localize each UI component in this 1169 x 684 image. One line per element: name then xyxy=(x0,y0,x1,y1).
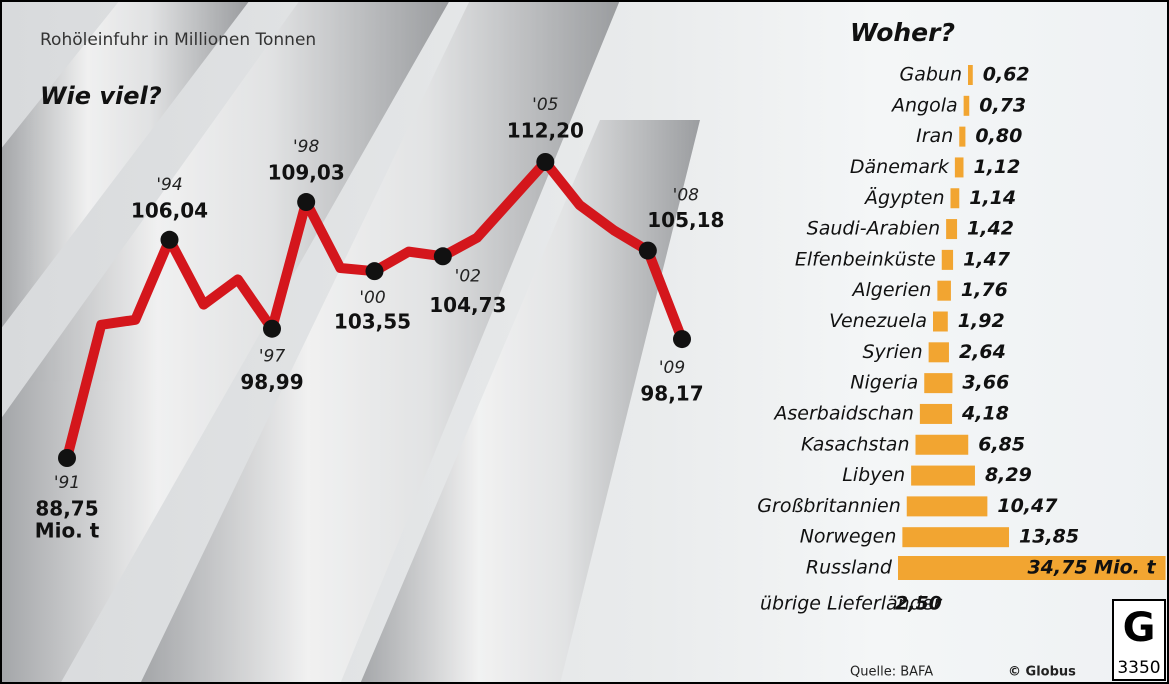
bar-label: Saudi-Arabien xyxy=(807,218,940,240)
bar-value: 1,14 xyxy=(969,187,1016,209)
bar-title: Woher? xyxy=(850,18,955,47)
bar-value: 8,29 xyxy=(985,464,1032,486)
value-label: 104,73 xyxy=(429,293,506,317)
bar-value: 1,47 xyxy=(963,248,1011,270)
bar-label: Kasachstan xyxy=(801,433,910,455)
bar xyxy=(919,403,953,424)
point xyxy=(58,449,76,467)
point xyxy=(638,241,657,260)
logo-box xyxy=(1112,599,1166,681)
point xyxy=(673,330,691,349)
value-label: 109,03 xyxy=(268,161,345,185)
value-label: 106,04 xyxy=(131,198,208,222)
bar xyxy=(946,219,958,240)
bar-value: 0,73 xyxy=(979,94,1026,116)
bar xyxy=(924,373,953,394)
bar-value: 13,85 xyxy=(1019,526,1079,548)
bar xyxy=(954,157,964,178)
year-label: '05 xyxy=(532,95,558,115)
issue-number: 3350 xyxy=(1117,658,1160,678)
bar xyxy=(915,434,969,455)
year-label: '98 xyxy=(293,137,319,157)
bar-label: Großbritannien xyxy=(757,495,900,517)
bar xyxy=(941,249,954,270)
bar-value: 0,80 xyxy=(975,125,1022,147)
bar xyxy=(902,527,1010,548)
value-label: 98,17 xyxy=(640,382,703,406)
bar-value: 10,47 xyxy=(997,495,1058,517)
bar-label: Venezuela xyxy=(829,310,927,332)
value-label: 103,55 xyxy=(334,310,411,334)
value-label: 98,99 xyxy=(240,370,303,394)
bar-value: 4,18 xyxy=(961,402,1009,424)
bar-label: Russland xyxy=(806,557,893,579)
bar-label: Gabun xyxy=(899,64,962,86)
other-name: übrige Lieferländer xyxy=(760,593,942,615)
bar-label: Nigeria xyxy=(850,372,918,394)
header-title: Rohöleinfuhr in Millionen Tonnen xyxy=(40,30,316,50)
bar-value: 1,12 xyxy=(973,156,1020,178)
value-label: 112,20 xyxy=(507,119,584,143)
point xyxy=(160,230,179,249)
point xyxy=(536,153,555,171)
year-label: '91 xyxy=(54,473,80,493)
bar-value: 3,66 xyxy=(962,372,1009,394)
point xyxy=(365,262,384,281)
bar xyxy=(963,95,970,116)
bar xyxy=(898,556,1166,580)
line-title: Wie viel? xyxy=(40,82,162,110)
point xyxy=(263,319,281,338)
bar-value: 2,64 xyxy=(959,341,1006,363)
bar-value: 0,62 xyxy=(983,64,1030,86)
bar xyxy=(968,65,973,85)
bar-label: Iran xyxy=(916,125,953,147)
bar-label: Dänemark xyxy=(850,156,950,178)
bar xyxy=(950,188,960,209)
bar-label: Ägypten xyxy=(863,186,945,209)
year-label: '08 xyxy=(673,186,699,206)
other-value: 2,50 xyxy=(895,593,942,615)
bar-label: Aserbaidschan xyxy=(772,402,914,424)
year-label: '09 xyxy=(659,358,685,378)
bar xyxy=(928,342,949,363)
point xyxy=(433,247,452,266)
year-label: '02 xyxy=(455,266,481,286)
point xyxy=(297,193,316,212)
bar-label: Elfenbeinküste xyxy=(795,248,936,270)
pipes xyxy=(0,0,700,684)
bar xyxy=(937,280,951,301)
bar-value: 1,42 xyxy=(967,218,1014,240)
bar-label: Angola xyxy=(890,94,958,116)
bar xyxy=(933,311,948,332)
value-label: 105,18 xyxy=(647,208,724,232)
bar-value: 34,75 Mio. t xyxy=(1027,557,1156,579)
bar-label: Syrien xyxy=(862,341,922,363)
bar-value: 1,76 xyxy=(961,279,1008,301)
logo: G xyxy=(1123,605,1156,651)
year-label: '00 xyxy=(359,288,385,308)
unit-label: Mio. t xyxy=(35,519,100,543)
copyright: © Globus xyxy=(1008,665,1076,680)
value-label: 88,75 xyxy=(35,497,98,521)
bar-label: Algerien xyxy=(851,279,932,301)
year-label: '97 xyxy=(259,347,285,367)
source: Quelle: BAFA xyxy=(850,665,933,680)
bar-value: 6,85 xyxy=(978,433,1025,455)
bar-label: Norwegen xyxy=(800,526,897,548)
bar xyxy=(911,465,975,486)
bar-label: Libyen xyxy=(842,464,905,486)
year-label: '94 xyxy=(156,175,182,195)
bar xyxy=(959,126,966,147)
bar xyxy=(906,496,988,517)
bar-value: 1,92 xyxy=(958,310,1005,332)
